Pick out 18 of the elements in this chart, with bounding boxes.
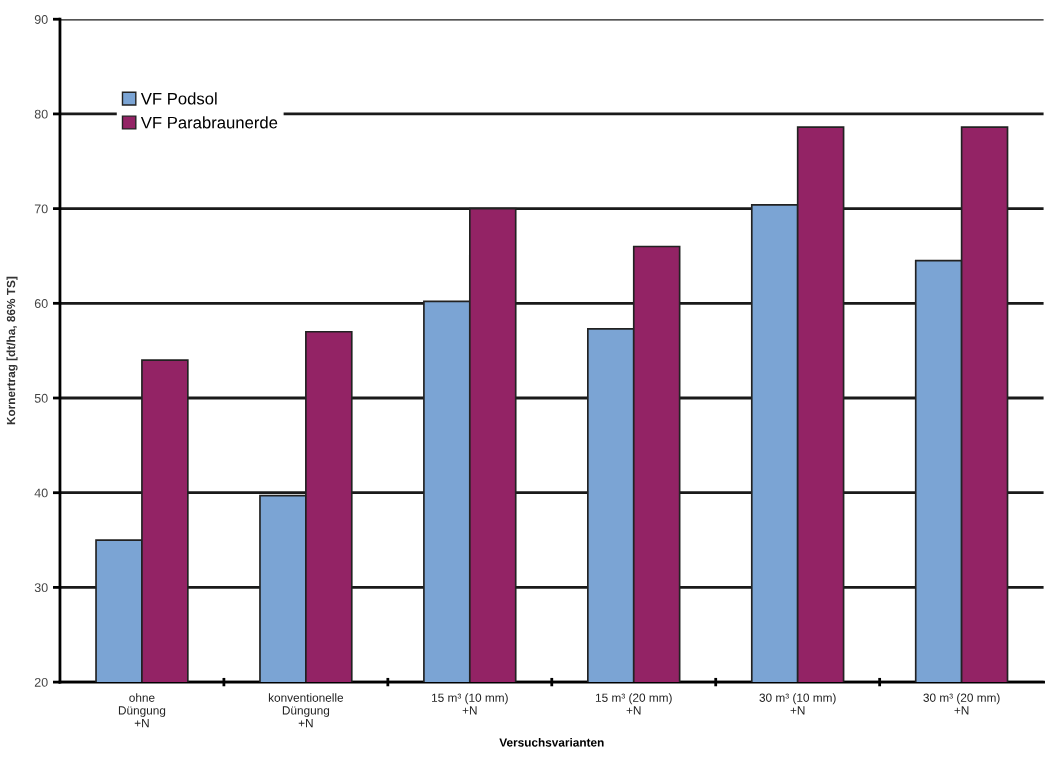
x-tick-label: 30 m³ (20 mm) +N bbox=[923, 693, 1000, 715]
y-tick-label: 70 bbox=[34, 204, 48, 214]
y-tick-label: 40 bbox=[34, 488, 48, 498]
x-tick-label: ohne Düngung +N bbox=[118, 693, 166, 728]
legend-label: VF Podsol bbox=[140, 92, 217, 105]
x-tick-label: konventionelle Düngung +N bbox=[268, 693, 344, 728]
x-axis-title: Versuchsvarianten bbox=[499, 737, 604, 747]
y-axis-title: Kornertrag [dt/ha, 86% TS] bbox=[6, 276, 18, 425]
y-tick-label: 50 bbox=[34, 393, 48, 403]
x-tick-label: 15 m³ (10 mm) +N bbox=[432, 693, 508, 715]
y-tick-label: 90 bbox=[34, 15, 48, 24]
y-tick-label: 80 bbox=[34, 109, 48, 119]
y-tick-label: 60 bbox=[34, 299, 48, 308]
x-tick-label: 15 m³ (20 mm) +N bbox=[595, 693, 672, 715]
y-tick-label: 20 bbox=[34, 677, 48, 687]
x-tick-label: 30 m³ (10 mm) +N bbox=[759, 693, 836, 715]
legend-label: VF Parabraunerde bbox=[140, 116, 278, 129]
y-tick-label: 30 bbox=[34, 583, 48, 593]
